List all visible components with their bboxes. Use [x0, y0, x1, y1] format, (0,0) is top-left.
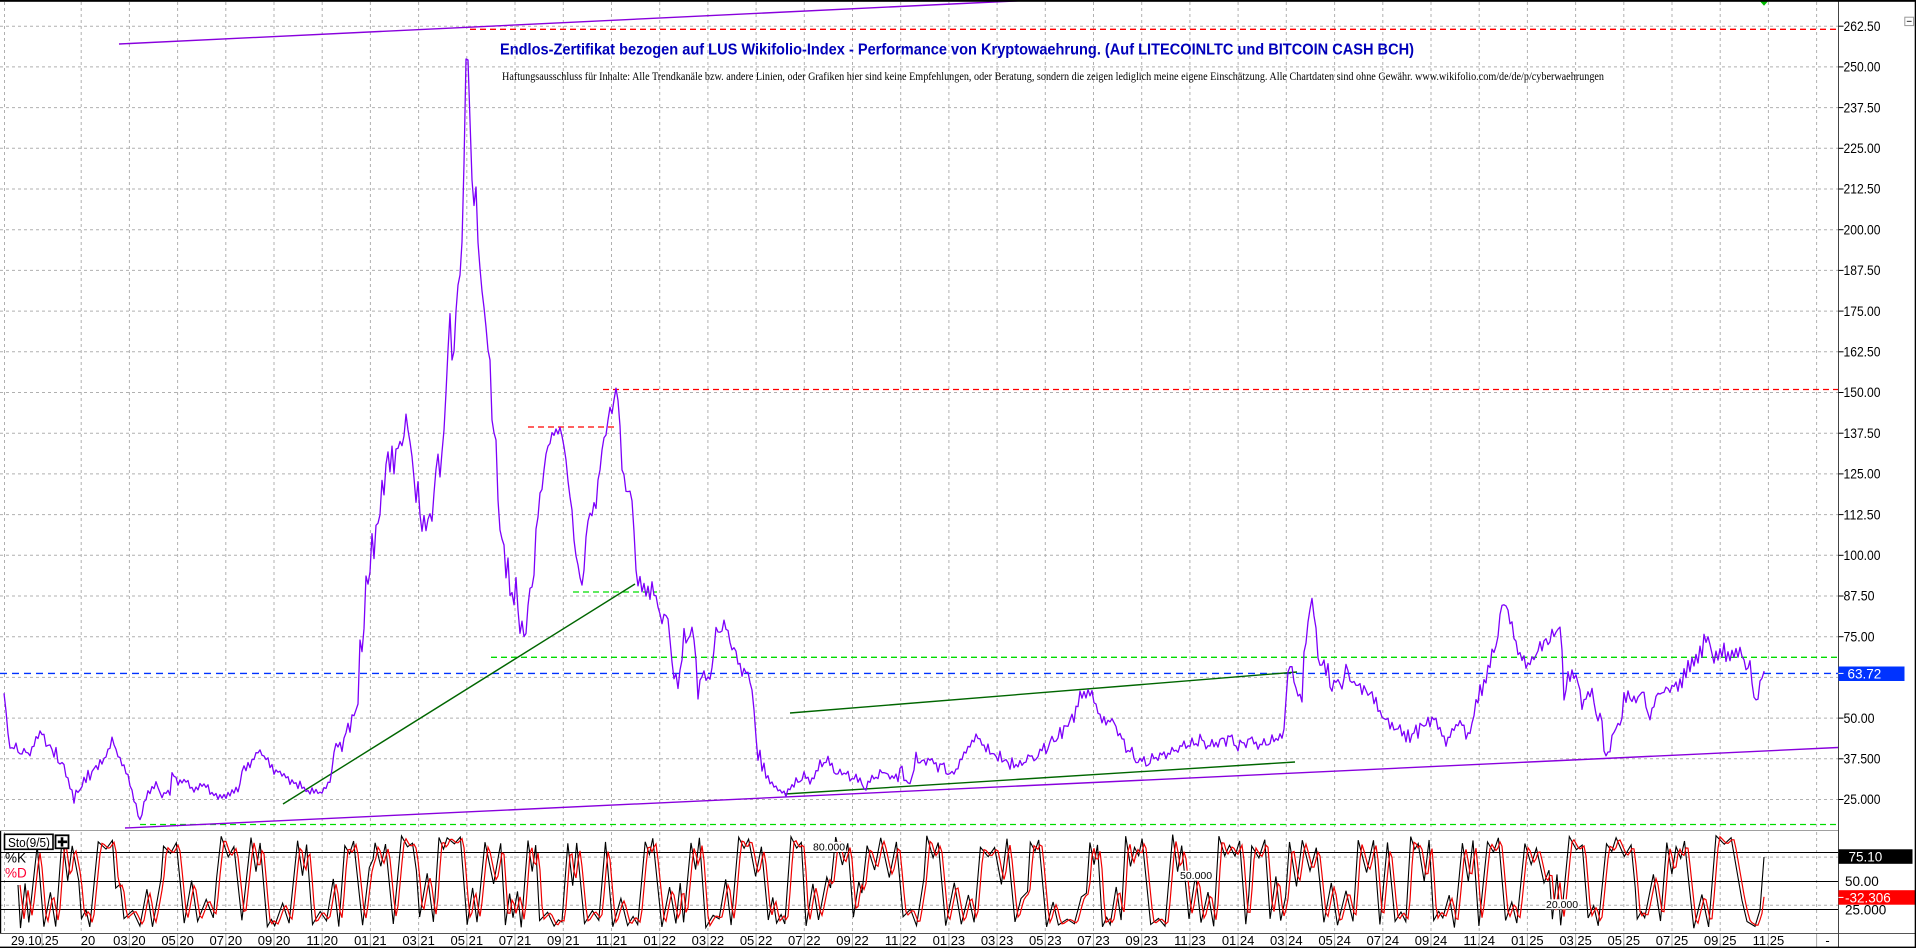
svg-text:-: - [1825, 933, 1829, 948]
svg-text:150.00: 150.00 [1844, 385, 1881, 400]
svg-text:20.000: 20.000 [1546, 899, 1578, 911]
svg-text:37.500: 37.500 [1844, 752, 1881, 767]
svg-text:20: 20 [81, 933, 95, 948]
svg-text:80.000: 80.000 [813, 842, 845, 854]
svg-text:262.50: 262.50 [1844, 19, 1881, 34]
svg-text:29.10.25: 29.10.25 [11, 933, 59, 948]
svg-text:%K: %K [5, 851, 26, 866]
svg-text:%D: %D [5, 866, 27, 881]
svg-text:50.00: 50.00 [1845, 874, 1879, 889]
svg-text:Sto(9/5): Sto(9/5) [8, 835, 50, 850]
svg-text:25.000: 25.000 [1845, 902, 1886, 917]
svg-text:175.00: 175.00 [1844, 304, 1881, 319]
svg-text:187.50: 187.50 [1844, 263, 1881, 278]
svg-text:50.00: 50.00 [1844, 711, 1875, 726]
svg-text:25.000: 25.000 [1844, 792, 1881, 807]
svg-text:75.00: 75.00 [1844, 629, 1875, 644]
svg-text:63.72: 63.72 [1848, 667, 1882, 682]
svg-text:200.00: 200.00 [1844, 222, 1881, 237]
svg-text:87.50: 87.50 [1844, 589, 1875, 604]
svg-text:Endlos-Zertifikat bezogen auf: Endlos-Zertifikat bezogen auf LUS Wikifo… [500, 42, 1414, 59]
svg-text:Haftungsausschluss für Inhalte: Haftungsausschluss für Inhalte: Alle Tre… [502, 69, 1604, 83]
svg-text:137.50: 137.50 [1844, 426, 1881, 441]
svg-text:162.50: 162.50 [1844, 345, 1881, 360]
svg-text:112.50: 112.50 [1844, 507, 1881, 522]
svg-text:225.00: 225.00 [1844, 141, 1881, 156]
svg-text:75.10: 75.10 [1849, 849, 1883, 864]
svg-text:50.000: 50.000 [1180, 870, 1212, 882]
svg-text:212.50: 212.50 [1844, 182, 1881, 197]
svg-text:250.00: 250.00 [1844, 60, 1881, 75]
svg-text:-32.306: -32.306 [1845, 891, 1891, 906]
svg-text:237.50: 237.50 [1844, 100, 1881, 115]
svg-text:100.00: 100.00 [1844, 548, 1881, 563]
svg-text:125.00: 125.00 [1844, 467, 1881, 482]
